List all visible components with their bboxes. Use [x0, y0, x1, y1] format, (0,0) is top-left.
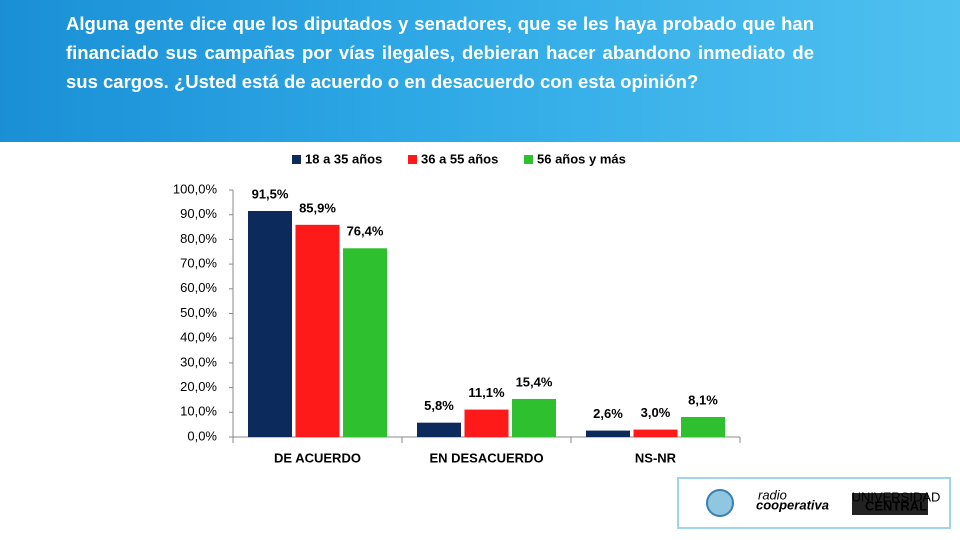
- y-tick-label: 50,0%: [180, 305, 217, 320]
- bar: [248, 210, 292, 437]
- value-label: 15,4%: [516, 374, 553, 389]
- bar: [464, 409, 509, 437]
- logo-text: radio: [758, 487, 787, 502]
- logo-text: CENTRAL: [865, 498, 927, 513]
- value-label: 3,0%: [641, 405, 671, 420]
- y-tick-label: 20,0%: [180, 379, 217, 394]
- bar: [586, 430, 630, 437]
- y-tick-label: 10,0%: [180, 404, 217, 419]
- bar: [295, 224, 340, 437]
- bar: [633, 429, 678, 437]
- y-tick-label: 40,0%: [180, 330, 217, 345]
- value-label: 91,5%: [252, 186, 289, 201]
- legend-label: 36 a 55 años: [421, 151, 498, 166]
- y-tick-label: 60,0%: [180, 280, 217, 295]
- y-tick-label: 30,0%: [180, 354, 217, 369]
- y-tick-label: 70,0%: [180, 256, 217, 271]
- logo-text: UNIVERSIDAD: [852, 489, 941, 504]
- legend-label: 18 a 35 años: [305, 151, 382, 166]
- header-band: [0, 0, 960, 142]
- legend-swatch: [292, 155, 301, 164]
- legend-swatch: [408, 155, 417, 164]
- bar: [417, 422, 461, 437]
- value-label: 2,6%: [593, 406, 623, 421]
- x-tick-label: NS-NR: [635, 450, 677, 465]
- legend-label: 56 años y más: [537, 151, 626, 166]
- chart-title: Alguna gente dice que los diputados y se…: [66, 13, 814, 92]
- y-tick-label: 80,0%: [180, 231, 217, 246]
- logo-uc: [852, 493, 928, 515]
- y-tick-label: 90,0%: [180, 206, 217, 221]
- legend-swatch: [524, 155, 533, 164]
- x-tick-label: DE ACUERDO: [274, 450, 361, 465]
- value-label: 85,9%: [299, 200, 336, 215]
- value-label: 11,1%: [468, 385, 505, 400]
- x-tick-label: EN DESACUERDO: [429, 450, 543, 465]
- bar: [512, 398, 556, 437]
- value-label: 76,4%: [347, 224, 384, 239]
- logo-text: cooperativa: [756, 497, 829, 512]
- logo-globe: [706, 489, 734, 517]
- bar: [343, 248, 387, 437]
- value-label: 5,8%: [424, 398, 454, 413]
- bar: [681, 416, 725, 437]
- y-tick-label: 0,0%: [187, 428, 217, 443]
- y-tick-label: 100,0%: [173, 181, 218, 196]
- value-label: 8,1%: [688, 392, 718, 407]
